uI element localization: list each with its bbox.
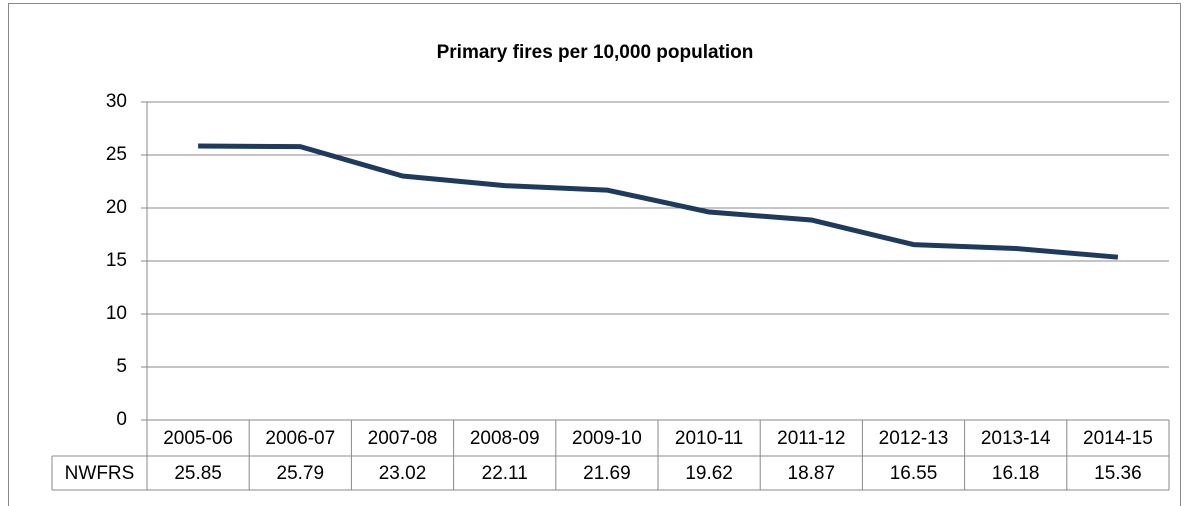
table-value: 25.85 bbox=[174, 463, 222, 484]
y-tick-label: 20 bbox=[106, 197, 127, 218]
x-tick-label: 2013-14 bbox=[981, 428, 1051, 449]
y-tick-label: 30 bbox=[106, 91, 127, 112]
x-tick-label: 2006-07 bbox=[265, 428, 335, 449]
series-line bbox=[198, 143, 1119, 260]
table-value: 22.11 bbox=[482, 463, 528, 484]
legend-label: NWFRS bbox=[65, 463, 135, 484]
x-tick-label: 2005-06 bbox=[163, 428, 233, 449]
table-value: 23.02 bbox=[379, 463, 427, 484]
x-tick-label: 2009-10 bbox=[572, 428, 642, 449]
table-value: 15.36 bbox=[1094, 463, 1142, 484]
x-tick-label: 2011-12 bbox=[777, 428, 845, 449]
table-value: 25.79 bbox=[277, 463, 325, 484]
x-tick-label: 2010-11 bbox=[675, 428, 743, 449]
y-tick-label: 25 bbox=[106, 144, 127, 165]
chart-title: Primary fires per 10,000 population bbox=[437, 42, 754, 63]
table-value: 16.18 bbox=[992, 463, 1040, 484]
y-tick-label: 0 bbox=[116, 409, 127, 430]
y-tick-label: 5 bbox=[116, 356, 127, 377]
table-value: 18.87 bbox=[788, 463, 836, 484]
x-tick-label: 2012-13 bbox=[879, 428, 949, 449]
table-value: 19.62 bbox=[685, 463, 733, 484]
table-value: 16.55 bbox=[890, 463, 938, 484]
y-tick-label: 10 bbox=[106, 303, 127, 324]
table-value: 21.69 bbox=[583, 463, 631, 484]
chart-border bbox=[8, 3, 1181, 506]
x-tick-label: 2014-15 bbox=[1083, 428, 1153, 449]
y-tick-label: 15 bbox=[106, 250, 127, 271]
x-tick-label: 2007-08 bbox=[368, 428, 438, 449]
x-tick-label: 2008-09 bbox=[470, 428, 540, 449]
